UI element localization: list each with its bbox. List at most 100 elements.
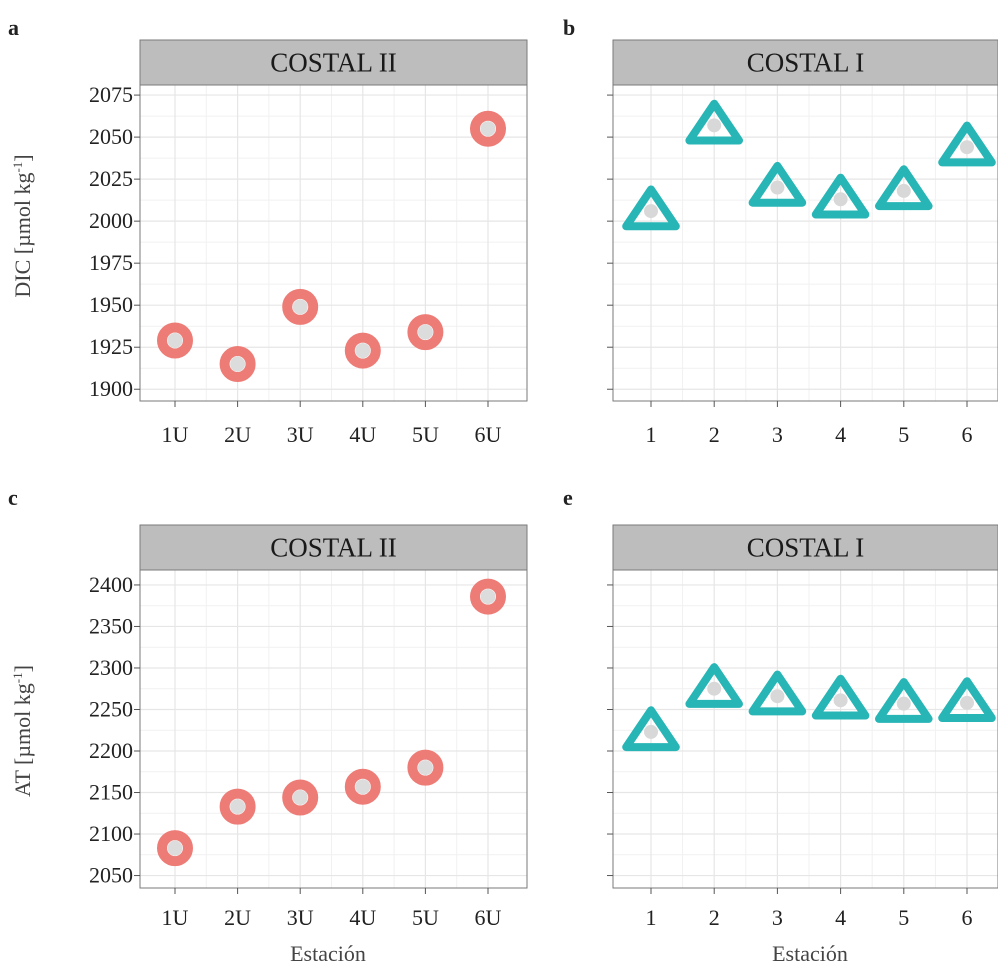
panel-border: [612, 569, 998, 889]
data-point: [282, 288, 319, 325]
y-axis-title: AT [µmol kg-1]: [10, 665, 35, 797]
x-tick-label: 5: [898, 422, 909, 447]
data-points: [622, 663, 996, 752]
y-tick-label: 2100: [89, 821, 133, 846]
data-point-triangle: [938, 677, 996, 723]
data-point: [407, 314, 444, 351]
y-tick-label: 1900: [89, 376, 133, 401]
data-point-core: [355, 343, 371, 359]
data-point-ring: [157, 322, 193, 359]
data-point: [470, 110, 506, 147]
facet-strip-label: COSTAL II: [270, 533, 397, 563]
y-tick-label: 1950: [89, 292, 133, 317]
data-point-core: [707, 681, 722, 696]
y-tick-label: 1975: [89, 250, 133, 275]
data-point-core: [833, 693, 848, 708]
y-axis-title-main: DIC [µmol kg: [10, 173, 35, 298]
x-tick-label: 4: [835, 905, 846, 930]
x-tick-label: 3: [772, 905, 783, 930]
data-point: [344, 768, 381, 805]
data-point-core: [167, 332, 183, 348]
x-tick-label: 3: [772, 422, 783, 447]
y-tick-label: 2000: [89, 208, 133, 233]
data-point-triangle: [685, 663, 743, 708]
data-point-triangle: [622, 185, 680, 231]
plot-background: [140, 85, 527, 401]
y-tick-label: 2025: [89, 166, 133, 191]
data-point: [622, 185, 680, 231]
facet-strip-label: COSTAL I: [747, 48, 865, 78]
panel-border: [139, 569, 528, 889]
x-tick-label: 1U: [162, 422, 189, 447]
data-point: [938, 677, 996, 723]
panel-letter: b: [563, 15, 575, 40]
gridlines: [613, 85, 998, 401]
x-tick-label: 5U: [412, 905, 439, 930]
data-point-core: [480, 589, 496, 605]
data-point-ring: [219, 788, 256, 825]
plot-background: [140, 570, 527, 888]
data-point: [685, 99, 743, 145]
panel-letter: a: [8, 15, 19, 40]
data-point-core: [480, 121, 496, 137]
data-point: [282, 779, 319, 816]
plot-background: [613, 570, 998, 888]
x-tick-label: 4U: [349, 905, 376, 930]
data-points: [157, 578, 506, 867]
data-point: [344, 332, 381, 369]
data-points: [157, 110, 506, 383]
x-tick-label: 1U: [162, 905, 189, 930]
y-axis-title-close: ]: [10, 154, 35, 161]
data-point-ring: [407, 314, 444, 351]
x-axis-title: Estación: [772, 941, 848, 966]
y-tick-label: 2350: [89, 613, 133, 638]
data-point-core: [960, 140, 974, 155]
x-tick-label: 2: [709, 422, 720, 447]
data-point-triangle: [875, 678, 933, 723]
facet-strip: [139, 39, 528, 86]
data-point-core: [644, 204, 658, 219]
data-point-triangle: [875, 165, 933, 211]
data-point-core: [960, 695, 974, 710]
facet-strip: [612, 39, 998, 86]
x-tick-label: 3U: [287, 905, 314, 930]
y-axis-title-main: AT [µmol kg: [10, 683, 35, 797]
data-point-core: [355, 779, 371, 795]
data-point-core: [770, 689, 785, 704]
x-tick-label: 2: [709, 905, 720, 930]
data-point-core: [417, 760, 433, 776]
data-point: [811, 674, 870, 720]
data-point: [685, 663, 743, 708]
data-point-triangle: [622, 706, 680, 752]
data-point-ring: [157, 830, 193, 867]
data-point-ring: [407, 749, 444, 786]
data-point: [157, 830, 193, 867]
y-axis-title-close: ]: [10, 665, 35, 672]
data-point-triangle: [938, 121, 996, 167]
data-points: [622, 99, 996, 231]
panel-border: [139, 84, 528, 402]
data-point-triangle: [811, 674, 870, 720]
data-point-core: [770, 180, 785, 195]
x-tick-label: 2U: [224, 422, 251, 447]
y-axis-title-sup: -1: [10, 162, 25, 173]
data-point-core: [707, 118, 722, 133]
data-point-core: [896, 183, 911, 198]
data-point-triangle: [748, 670, 807, 716]
x-tick-label: 3U: [287, 422, 314, 447]
panel-border: [612, 84, 998, 402]
y-tick-label: 2250: [89, 696, 133, 721]
panel-b: b COSTAL I 1 2 3 4 5 6: [563, 15, 998, 447]
y-tick-label: 2050: [89, 863, 133, 888]
y-tick-label: 1925: [89, 334, 133, 359]
data-point: [157, 322, 193, 359]
data-point-core: [417, 324, 433, 340]
data-point-ring: [470, 578, 506, 615]
x-tick-label: 6U: [475, 422, 502, 447]
y-tick-label: 2400: [89, 572, 133, 597]
data-point-triangle: [685, 99, 743, 145]
data-point-ring: [470, 110, 506, 147]
y-tick-label: 2150: [89, 780, 133, 805]
y-tick-label: 2075: [89, 82, 133, 107]
